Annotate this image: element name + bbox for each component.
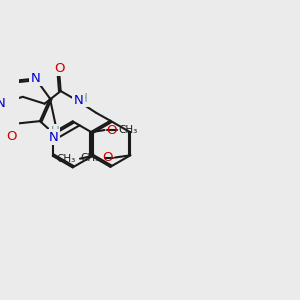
Text: H: H	[50, 125, 59, 138]
Text: N: N	[31, 72, 40, 85]
Text: N: N	[0, 97, 6, 110]
Text: O: O	[54, 62, 64, 75]
Text: CH₃: CH₃	[118, 125, 137, 135]
Text: CH₃: CH₃	[80, 153, 100, 163]
Text: O: O	[6, 130, 16, 143]
Text: O: O	[102, 151, 112, 164]
Text: CH₃: CH₃	[56, 154, 76, 164]
Text: H: H	[79, 92, 87, 105]
Text: N: N	[48, 130, 58, 144]
Text: N: N	[74, 94, 83, 107]
Text: O: O	[107, 124, 117, 136]
